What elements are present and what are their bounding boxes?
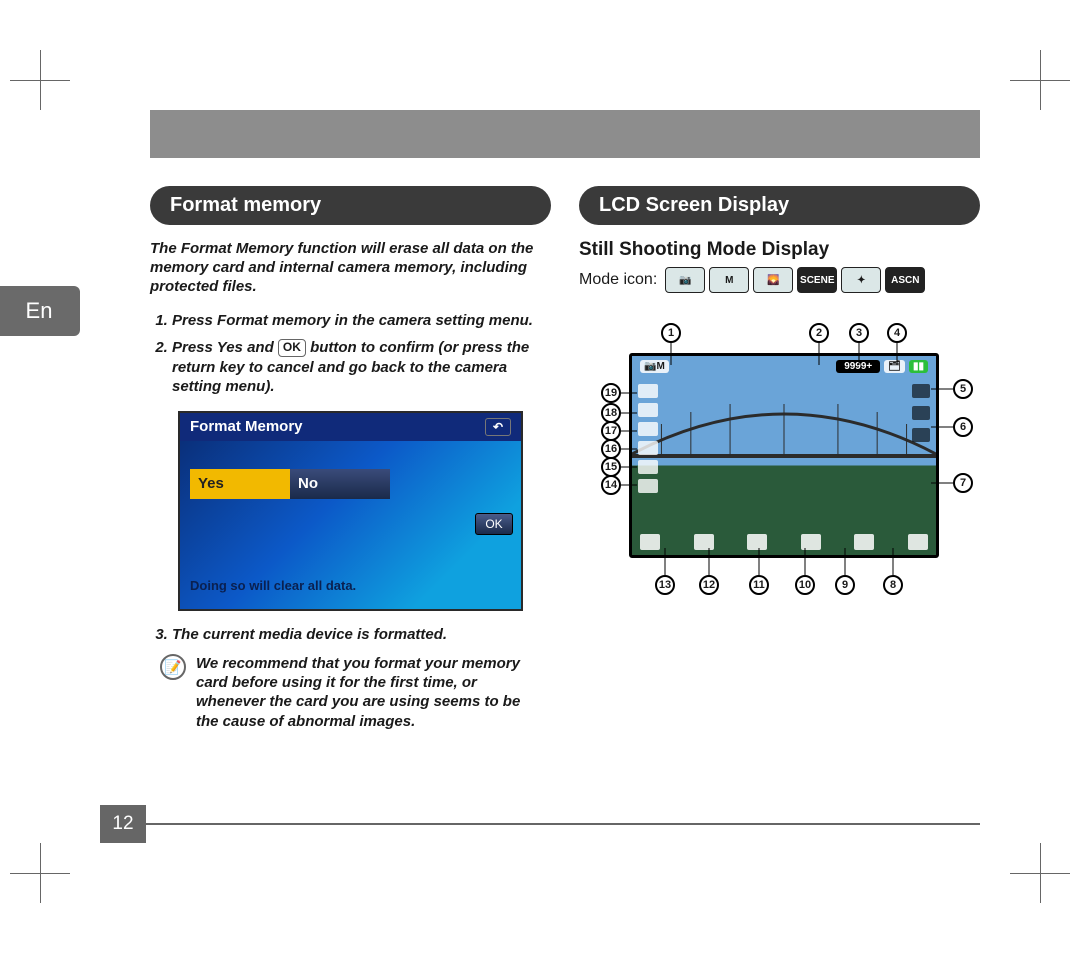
lcd-right-icon-column [912,384,930,442]
ok-icon: OK [278,339,306,357]
dialog-yes-button[interactable]: Yes [190,469,290,499]
tip-text: We recommend that you format your memory… [196,654,541,731]
step-2: Press Yes and OK button to confirm (or p… [172,338,551,397]
lcd-diagram: 📷M 9999+ 🗂 ▮▮ [609,353,980,613]
callout-9: 9 [835,575,855,595]
lcd-bottom-icon-row [640,534,928,550]
format-memory-dialog: Format Memory ↶ Yes No OK Doing so will … [178,411,523,611]
crop-mark [10,843,70,903]
callout-11: 11 [749,575,769,595]
callout-18: 18 [601,403,621,423]
section-heading-format: Format memory [150,186,551,225]
callout-4: 4 [887,323,907,343]
lcd-shots-remaining: 9999+ [836,360,880,373]
callout-6: 6 [953,417,973,437]
mode-chip: 🌄 [753,267,793,293]
callout-2: 2 [809,323,829,343]
lcd-screen: 📷M 9999+ 🗂 ▮▮ [629,353,939,558]
language-tab: En [0,286,80,336]
page-number: 12 [100,805,146,843]
bridge-illustration [632,404,936,464]
callout-12: 12 [699,575,719,595]
crop-mark [1010,843,1070,903]
mode-chip: SCENE [797,267,837,293]
callout-14: 14 [601,475,621,495]
callout-7: 7 [953,473,973,493]
callout-19: 19 [601,383,621,403]
step-3: The current media device is formatted. [172,625,551,645]
back-icon[interactable]: ↶ [485,418,511,436]
lcd-mode-icon: 📷M [640,360,669,373]
step2-part-a: Press Yes and [172,339,278,356]
callout-8: 8 [883,575,903,595]
step-1: Press Format memory in the camera settin… [172,311,551,331]
mode-chip: ASCN [885,267,925,293]
intro-text: The Format Memory function will erase al… [150,239,551,297]
mode-chip: M [709,267,749,293]
mode-chip: ✦ [841,267,881,293]
callout-13: 13 [655,575,675,595]
callout-10: 10 [795,575,815,595]
dialog-footer-text: Doing so will clear all data. [190,578,356,593]
dialog-ok-button[interactable]: OK [475,513,513,535]
footer-rule [146,823,980,825]
dialog-no-button[interactable]: No [290,469,390,499]
mode-chip: 📷 [665,267,705,293]
callout-15: 15 [601,457,621,477]
callout-3: 3 [849,323,869,343]
mode-icon-row: 📷M🌄SCENE✦ASCN [665,267,925,293]
note-icon: 📝 [160,654,186,680]
lcd-battery-icon: ▮▮ [909,360,928,373]
header-bar [150,110,980,158]
subheading: Still Shooting Mode Display [579,239,980,261]
crop-mark [10,50,70,110]
callout-16: 16 [601,439,621,459]
lcd-left-icon-column [638,384,658,493]
lcd-memory-icon: 🗂 [884,360,905,373]
callout-1: 1 [661,323,681,343]
crop-mark [1010,50,1070,110]
callout-5: 5 [953,379,973,399]
callout-17: 17 [601,421,621,441]
section-heading-lcd: LCD Screen Display [579,186,980,225]
dialog-title-text: Format Memory [190,418,303,436]
steps-list: Press Format memory in the camera settin… [150,311,551,397]
mode-icon-label: Mode icon: [579,271,657,289]
